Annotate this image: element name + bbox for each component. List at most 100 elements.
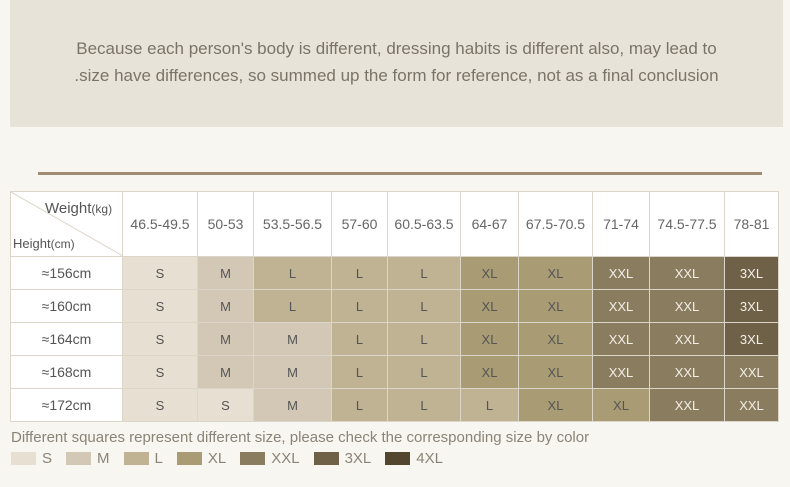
legend-label: 3XL — [344, 450, 372, 467]
size-cell: L — [331, 289, 388, 323]
diagonal-line — [11, 192, 122, 256]
size-cell: L — [387, 256, 461, 290]
weight-column-header: 60.5-63.5 — [387, 191, 461, 257]
table-row: ≈164cm S M M L L XL XL XXL XXL 3XL — [10, 322, 779, 356]
size-cell: XL — [460, 289, 519, 323]
table-row: ≈172cm S S M L L L XL XL XXL XXL — [10, 388, 779, 422]
size-cell: XXL — [592, 322, 650, 356]
legend-swatch — [385, 452, 411, 465]
legend-label: XL — [207, 450, 227, 467]
legend-swatch — [240, 452, 266, 465]
table-row: ≈168cm S M M L L XL XL XXL XXL XXL — [10, 355, 779, 389]
size-cell: L — [387, 289, 461, 323]
height-row-header: ≈160cm — [10, 289, 123, 323]
corner-cell: Weight(kg) Height(cm) — [10, 191, 123, 257]
height-row-header: ≈172cm — [10, 388, 123, 422]
size-cell: L — [387, 355, 461, 389]
table-row: ≈160cm S M L L L XL XL XXL XXL 3XL — [10, 289, 779, 323]
legend-item: M — [66, 450, 110, 467]
weight-column-header: 57-60 — [331, 191, 388, 257]
size-cell: L — [331, 388, 388, 422]
legend-label: 4XL — [416, 450, 443, 467]
size-cell: 3XL — [724, 289, 779, 323]
size-cell: 3XL — [724, 322, 779, 356]
notice-line-2: .size have differences, so summed up the… — [74, 66, 719, 85]
legend-item: 4XL — [385, 450, 443, 467]
size-cell: L — [331, 355, 388, 389]
size-cell: S — [122, 289, 198, 323]
legend-swatch — [176, 452, 202, 465]
weight-column-header: 71-74 — [592, 191, 650, 257]
size-cell: S — [197, 388, 254, 422]
size-cell: XL — [460, 355, 519, 389]
size-cell: XXL — [649, 388, 725, 422]
size-cell: XL — [518, 256, 593, 290]
weight-column-header: 78-81 — [724, 191, 779, 257]
height-row-header: ≈168cm — [10, 355, 123, 389]
weight-column-header: 53.5-56.5 — [253, 191, 332, 257]
size-cell: XXL — [592, 289, 650, 323]
size-cell: XXL — [724, 355, 779, 389]
size-cell: XXL — [592, 256, 650, 290]
size-cell: L — [253, 289, 332, 323]
legend-swatch — [123, 452, 149, 465]
legend-item: S — [11, 450, 52, 467]
size-cell: XL — [518, 388, 593, 422]
size-cell: XXL — [649, 289, 725, 323]
legend-item: XL — [176, 450, 227, 467]
table-row: ≈156cm S M L L L XL XL XXL XXL 3XL — [10, 256, 779, 290]
size-cell: M — [253, 388, 332, 422]
weight-column-header: 64-67 — [460, 191, 519, 257]
size-cell: M — [197, 322, 254, 356]
size-cell: XL — [518, 289, 593, 323]
divider — [38, 172, 762, 175]
size-cell: L — [387, 322, 461, 356]
notice-banner: Because each person's body is different,… — [10, 0, 783, 127]
size-legend: S M L XL XXL 3XL 4XL — [11, 450, 457, 467]
weight-column-header: 67.5-70.5 — [518, 191, 593, 257]
size-cell: L — [331, 256, 388, 290]
height-axis-label: Height(cm) — [13, 236, 75, 251]
size-cell: S — [122, 388, 198, 422]
weight-column-header: 50-53 — [197, 191, 254, 257]
size-cell: 3XL — [724, 256, 779, 290]
size-cell: XL — [518, 355, 593, 389]
size-cell: L — [253, 256, 332, 290]
legend-label: S — [42, 450, 53, 467]
size-cell: XXL — [649, 355, 725, 389]
size-cell: M — [253, 322, 332, 356]
size-cell: S — [122, 322, 198, 356]
size-cell: XL — [518, 322, 593, 356]
size-cell: XXL — [649, 256, 725, 290]
height-row-header: ≈156cm — [10, 256, 123, 290]
size-cell: L — [387, 388, 461, 422]
weight-axis-label: Weight(kg) — [45, 200, 113, 217]
size-cell: XL — [460, 322, 519, 356]
size-cell: M — [197, 355, 254, 389]
height-row-header: ≈164cm — [10, 322, 123, 356]
header-row: Weight(kg) Height(cm) 46.5-49.5 50-53 53.5… — [10, 191, 779, 257]
size-cell: S — [122, 256, 198, 290]
legend-swatch — [313, 452, 339, 465]
weight-column-header: 46.5-49.5 — [122, 191, 198, 257]
legend-label: XXL — [271, 450, 300, 467]
legend-swatch — [11, 452, 36, 465]
legend-swatch — [66, 452, 92, 465]
size-cell: M — [197, 256, 254, 290]
size-cell: S — [122, 355, 198, 389]
legend-note: Different squares represent different si… — [11, 429, 590, 446]
size-cell: XXL — [724, 388, 779, 422]
size-cell: L — [331, 322, 388, 356]
size-cell: M — [197, 289, 254, 323]
size-cell: XL — [460, 256, 519, 290]
notice-line-1: Because each person's body is different,… — [76, 39, 717, 58]
size-cell: XXL — [649, 322, 725, 356]
legend-item: XXL — [240, 450, 300, 467]
size-cell: M — [253, 355, 332, 389]
size-cell: XL — [592, 388, 650, 422]
legend-item: 3XL — [313, 450, 372, 467]
legend-label: M — [97, 450, 110, 467]
size-cell: XXL — [592, 355, 650, 389]
legend-label: L — [154, 450, 163, 467]
size-chart-table: Weight(kg) Height(cm) 46.5-49.5 50-53 53.5… — [10, 191, 779, 422]
